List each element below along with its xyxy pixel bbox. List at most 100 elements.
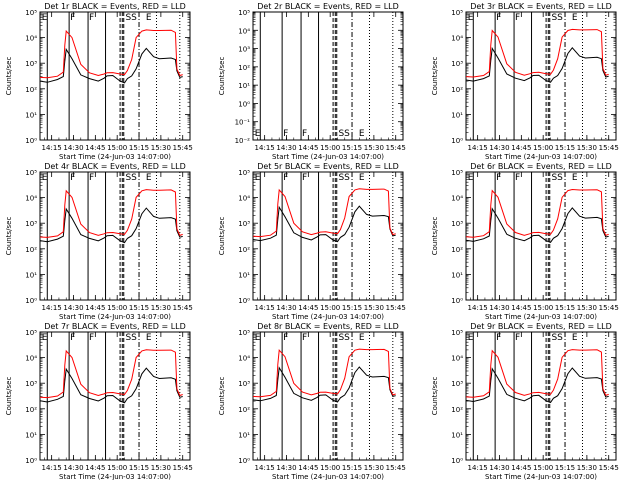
attenuator-marker-label: E (255, 333, 261, 343)
y-tick-label: 10¹ (25, 111, 37, 119)
y-tick-label: 10³ (25, 60, 37, 68)
attenuator-marker-label: E (359, 129, 365, 139)
x-tick-label: 14:45 (85, 304, 105, 312)
series-line-lld (40, 29, 183, 79)
y-axis-label: Counts/sec (431, 217, 439, 256)
series-line-events (466, 46, 609, 83)
x-tick-label: 15:30 (364, 304, 384, 312)
x-axis-label: Start Time (24-Jun-03 14:07:00) (272, 313, 384, 321)
y-tick-label: 10⁵ (451, 169, 463, 177)
series-line-lld (253, 348, 396, 398)
x-tick-label: 14:15 (255, 464, 275, 472)
x-tick-label: 15:15 (342, 464, 362, 472)
y-tick-label: 10⁵ (25, 9, 37, 17)
attenuator-marker-label: E (359, 333, 365, 343)
detector-panel-9: Det 9r BLACK = Events, RED = LLD 10⁰ 10¹ 10… (431, 322, 619, 480)
series-line-events (40, 367, 183, 404)
x-tick-label: 15:30 (364, 464, 384, 472)
y-tick-label: 10⁴ (451, 355, 463, 363)
x-tick-label: 15:30 (577, 144, 597, 152)
x-tick-label: 15:30 (151, 464, 171, 472)
x-tick-label: 14:45 (511, 144, 531, 152)
y-tick-label: 10⁵ (238, 169, 250, 177)
y-axis-label: Counts/sec (431, 377, 439, 416)
x-tick-label: 15:30 (151, 304, 171, 312)
x-tick-label: 15:45 (173, 464, 193, 472)
x-tick-label: 14:30 (276, 464, 296, 472)
panel-title: Det 9r BLACK = Events, RED = LLD (470, 322, 612, 331)
y-tick-label: 10⁻² (235, 137, 251, 145)
attenuator-marker-label: F (496, 333, 501, 343)
attenuator-marker-label: SS (125, 333, 137, 343)
x-tick-label: 14:15 (255, 304, 275, 312)
series-line-events (40, 47, 183, 84)
y-tick-label: 10¹ (238, 431, 250, 439)
attenuator-marker-label: F (70, 173, 75, 183)
y-tick-label: 10² (238, 246, 250, 254)
detector-panel-4: Det 4r BLACK = Events, RED = LLD 10⁰ 10¹ 10… (5, 162, 193, 321)
series-line-events (466, 367, 609, 404)
y-tick-label: 10³ (25, 220, 37, 228)
y-axis-label: Counts/sec (5, 57, 13, 96)
detector-panel-2: Det 2r BLACK = Events, RED = LLD 10⁻² 10⁻¹… (218, 2, 406, 161)
plot-frame (39, 331, 191, 461)
attenuator-marker-label: F (496, 13, 501, 23)
y-tick-label: 10⁵ (238, 9, 250, 17)
series-line-lld (40, 189, 183, 238)
x-tick-label: 14:15 (255, 144, 275, 152)
panel-title: Det 1r BLACK = Events, RED = LLD (44, 2, 186, 11)
attenuator-marker-label: F (302, 173, 307, 183)
y-tick-label: 10⁰ (238, 100, 250, 108)
attenuator-marker-label: F (283, 173, 288, 183)
y-tick-label: 10⁰ (238, 297, 250, 305)
y-tick-label: 10¹ (25, 271, 37, 279)
attenuator-marker-label: F (70, 333, 75, 343)
x-tick-label: 14:15 (42, 304, 62, 312)
y-tick-label: 10² (25, 406, 37, 414)
attenuator-marker-label: SS (338, 333, 350, 343)
x-axis-label: Start Time (24-Jun-03 14:07:00) (59, 153, 171, 161)
x-tick-label: 15:00 (107, 464, 127, 472)
attenuator-marker-label: F (283, 333, 288, 343)
y-tick-label: 10¹ (238, 271, 250, 279)
attenuator-marker-label: E (468, 333, 474, 343)
y-tick-label: 10⁰ (451, 457, 463, 465)
detector-panel-6: Det 6r BLACK = Events, RED = LLD 10⁰ 10¹ 10… (431, 162, 619, 321)
y-tick-label: 10¹ (25, 431, 37, 439)
y-axis-label: Counts/sec (218, 217, 226, 256)
series-line-events (40, 207, 183, 244)
attenuator-marker-label: SS (551, 333, 563, 343)
plot-frame (39, 171, 191, 301)
detector-panel-5: Det 5r BLACK = Events, RED = LLD 10⁰ 10¹ 10… (218, 162, 406, 321)
attenuator-marker-label: SS (551, 13, 563, 23)
panel-title: Det 4r BLACK = Events, RED = LLD (44, 162, 186, 171)
panel-title: Det 7r BLACK = Events, RED = LLD (44, 322, 186, 331)
y-tick-label: 10³ (25, 380, 37, 388)
attenuator-marker-label: SS (338, 129, 350, 139)
y-axis-label: Counts/sec (218, 377, 226, 416)
x-tick-label: 15:15 (129, 144, 149, 152)
y-axis-label: Counts/sec (218, 57, 226, 96)
y-tick-label: 10² (25, 86, 37, 94)
x-tick-label: 15:30 (577, 464, 597, 472)
x-tick-label: 14:45 (298, 304, 318, 312)
attenuator-marker-label: F (89, 13, 94, 23)
y-tick-label: 10³ (238, 220, 250, 228)
attenuator-marker-label: F (283, 129, 288, 139)
x-tick-label: 14:15 (468, 144, 488, 152)
series-line-events (253, 205, 396, 243)
y-tick-label: 10⁴ (25, 355, 37, 363)
x-tick-label: 14:30 (276, 144, 296, 152)
panel-title: Det 8r BLACK = Events, RED = LLD (257, 322, 399, 331)
x-tick-label: 15:30 (151, 144, 171, 152)
y-tick-label: 10⁻¹ (235, 119, 251, 127)
x-tick-label: 14:15 (468, 304, 488, 312)
series-line-lld (253, 188, 396, 238)
x-tick-label: 15:15 (555, 144, 575, 152)
panel-title: Det 3r BLACK = Events, RED = LLD (470, 2, 612, 11)
x-tick-label: 15:15 (129, 464, 149, 472)
y-tick-label: 10⁰ (238, 457, 250, 465)
y-tick-label: 10² (451, 86, 463, 94)
attenuator-marker-label: E (42, 333, 48, 343)
